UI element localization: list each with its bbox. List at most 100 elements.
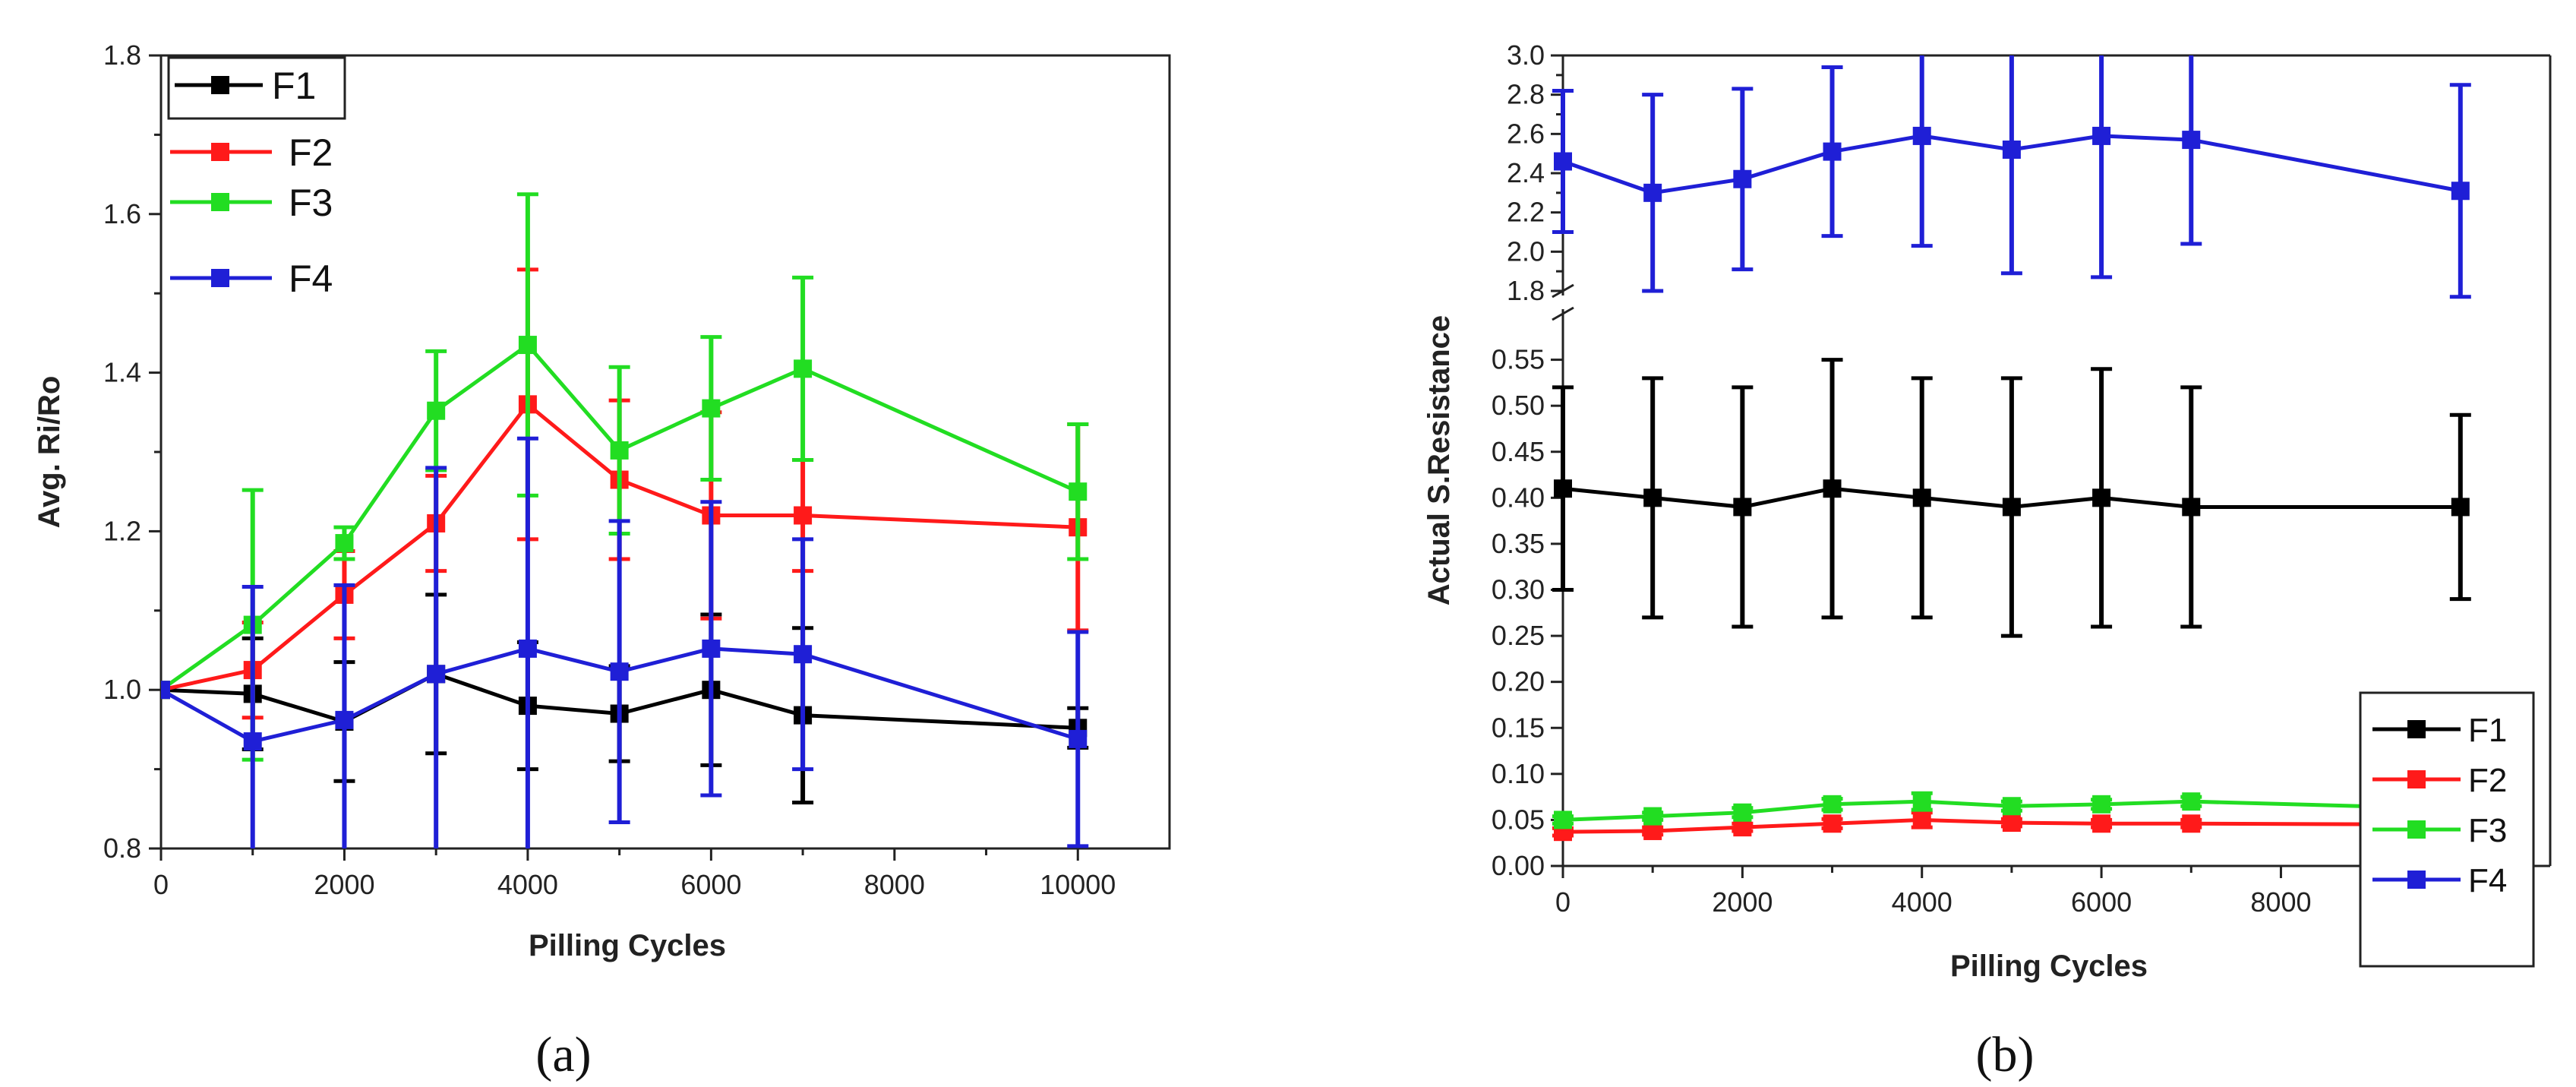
x-tick-label: 2000 <box>314 869 374 900</box>
data-point <box>1912 811 1931 829</box>
data-point <box>161 681 170 700</box>
data-point <box>2451 498 2470 517</box>
data-point <box>335 710 354 729</box>
y-tick-label: 0.25 <box>1492 620 1545 651</box>
y-tick-label: 3.0 <box>1507 39 1545 71</box>
legend-marker <box>211 76 229 94</box>
panel-label-a: (a) <box>535 1027 591 1082</box>
legend-label: F3 <box>2468 812 2507 849</box>
y-axis-label: Actual S.Resistance <box>1422 315 1456 605</box>
x-axis-label: Pilling Cycles <box>1950 950 2148 983</box>
y-tick-label: 0.05 <box>1492 804 1545 835</box>
data-point <box>794 645 813 664</box>
legend-label: F1 <box>272 65 316 107</box>
data-point <box>1912 792 1931 811</box>
plot-frame-a <box>159 54 1171 850</box>
y-tick-label: 1.0 <box>103 674 141 705</box>
series-f3 <box>161 192 1089 762</box>
data-point <box>1823 795 1842 814</box>
data-point <box>702 639 721 658</box>
data-point <box>2451 182 2470 201</box>
x-tick-label: 6000 <box>2071 886 2132 918</box>
chart-a: 0 2000 4000 6000 8000 10000 0.8 1.0 1.2 1.4 1.6 1.8… <box>33 39 1171 1082</box>
legend-marker <box>211 269 229 287</box>
legend-label: F2 <box>2468 762 2507 799</box>
data-point <box>518 639 537 658</box>
panel-label-b: (b) <box>1976 1027 2035 1082</box>
legend-marker <box>211 143 229 161</box>
data-point <box>427 665 446 684</box>
y-tick-label: 0.40 <box>1492 482 1545 513</box>
legend-label: F4 <box>289 258 333 300</box>
y-tick-label: 1.6 <box>103 198 141 229</box>
y-tick-label: 1.2 <box>103 515 141 546</box>
data-point <box>2092 795 2111 814</box>
data-point <box>610 441 629 460</box>
y-tick-label: 1.8 <box>103 39 141 71</box>
legend-marker <box>2407 871 2426 889</box>
data-point <box>1823 142 1842 161</box>
data-point <box>1733 169 1752 188</box>
series-f4 <box>1552 55 2471 299</box>
data-point <box>794 359 813 378</box>
y-tick-label: 2.0 <box>1507 235 1545 267</box>
data-point <box>1823 814 1842 833</box>
y-tick-label: 0.45 <box>1492 436 1545 467</box>
y-tick-label: 0.35 <box>1492 528 1545 559</box>
y-tick-label: 0.50 <box>1492 390 1545 421</box>
data-point <box>1733 803 1752 822</box>
data-point <box>702 399 721 418</box>
legend-label: F3 <box>289 182 333 224</box>
data-point <box>794 506 813 525</box>
x-tick-label: 0 <box>1555 886 1571 918</box>
y-tick-label: 2.8 <box>1507 79 1545 110</box>
y-tick-label: 0.55 <box>1492 344 1545 375</box>
x-tick-label: 8000 <box>2250 886 2311 918</box>
data-b <box>1552 55 2471 842</box>
legend-marker <box>2407 820 2426 839</box>
x-axis-label: Pilling Cycles <box>529 929 726 962</box>
y-tick-label: 2.6 <box>1507 118 1545 149</box>
data-point <box>2002 141 2021 159</box>
legend-marker <box>2407 720 2426 738</box>
legend-marker <box>2407 770 2426 788</box>
data-point <box>1643 807 1662 826</box>
data-point <box>2182 814 2201 833</box>
x-tick-label: 8000 <box>864 869 925 900</box>
data-point <box>518 336 537 355</box>
data-point <box>2182 792 2201 811</box>
data-point <box>2182 131 2201 150</box>
y-tick-label: 1.4 <box>103 357 141 388</box>
data-point <box>1069 482 1088 501</box>
data-point <box>427 401 446 420</box>
data-point <box>2182 498 2201 517</box>
x-tick-label: 10000 <box>1040 869 1116 900</box>
y-tick-label: 0.8 <box>103 833 141 864</box>
data-point <box>335 534 354 553</box>
data-point <box>1733 498 1752 517</box>
data-point <box>1912 488 1931 507</box>
legend-label: F1 <box>2468 712 2507 749</box>
data-point <box>2002 814 2021 833</box>
legend-label: F4 <box>2468 862 2507 899</box>
legend-box <box>167 56 346 120</box>
y-tick-label: 2.2 <box>1507 197 1545 228</box>
y-tick-label: 1.8 <box>1507 275 1545 306</box>
series-f4 <box>161 436 1089 848</box>
data-point <box>1912 126 1931 145</box>
x-tick-label: 2000 <box>1712 886 1773 918</box>
data-point <box>2092 488 2111 507</box>
data-point <box>2092 126 2111 145</box>
y-tick-label: 0.00 <box>1492 850 1545 881</box>
legend-a: F1 F2 F3 F4 <box>167 56 346 300</box>
data-point <box>1823 479 1842 498</box>
data-point <box>2002 498 2021 517</box>
x-tick-label: 6000 <box>680 869 741 900</box>
data-point <box>1069 729 1088 748</box>
axis-break-mark <box>1552 306 1574 321</box>
y-axis-label: Avg. Ri/Ro <box>33 376 66 529</box>
y-tick-label: 0.15 <box>1492 712 1545 743</box>
data-point <box>2092 814 2111 833</box>
data-point <box>1554 479 1572 498</box>
